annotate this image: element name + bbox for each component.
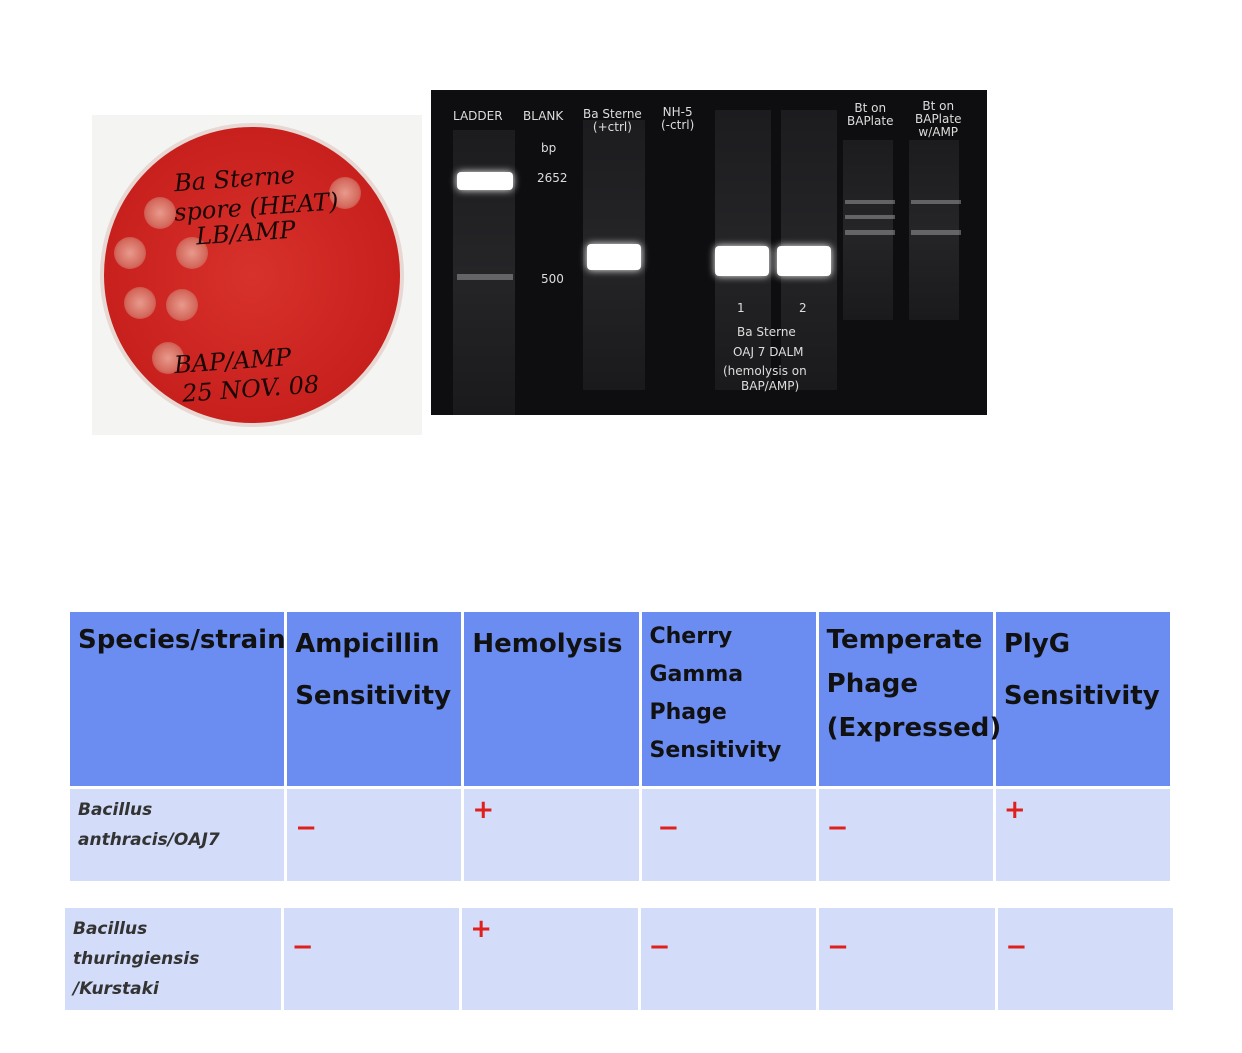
header-ampicillin: Ampicillin Sensitivity (287, 612, 462, 786)
value-cell: − (287, 789, 462, 881)
gel-electrophoresis-image: LADDER BLANK Ba Sterne (+ctrl) NH-5 (-ct… (431, 90, 987, 415)
bp-unit-label: bp (541, 141, 557, 155)
value-cell: − (997, 908, 1173, 1010)
header-temperate-phage: Temperate Phage (Expressed) (818, 612, 1001, 786)
value-cell: − (641, 789, 816, 881)
sample-caption: (hemolysis on (723, 364, 807, 378)
lane-label-positive-control: Ba Sterne (+ctrl) (583, 107, 642, 134)
value-cell: + (995, 789, 1170, 881)
plate-label-line: Ba Sterne (173, 160, 296, 198)
results-table-header: Species/strain Ampicillin Sensitivity He… (67, 609, 1173, 884)
ladder-band-2652 (457, 172, 513, 190)
header-hemolysis: Hemolysis (464, 612, 639, 786)
lane-label-bt-baplate: Bt on BAPlate (847, 101, 894, 128)
lane-label-bt-baplate-amp: Bt on BAPlate w/AMP (915, 99, 962, 139)
sample-caption: BAP/AMP) (741, 379, 800, 393)
value-cell: + (462, 908, 638, 1010)
table-row: Bacillus anthracis/OAJ7 − + − − + (70, 789, 1170, 881)
sample-caption: Ba Sterne (737, 325, 796, 339)
lane-label-ladder: LADDER (453, 109, 503, 123)
value-cell: + (464, 789, 639, 881)
header-species: Species/strain (70, 612, 286, 786)
header-cherry-gamma: Cherry Gamma Phage Sensitivity (641, 612, 816, 786)
lane-label-negative-control: NH-5 (-ctrl) (661, 105, 695, 132)
plate-label-line: LB/AMP (195, 215, 297, 251)
plate-label-line: 25 NOV. 08 (181, 370, 321, 408)
petri-dish: Ba Sterne spore (HEAT) LB/AMP BAP/AMP 25… (100, 123, 404, 427)
value-cell: − (283, 908, 460, 1010)
sample-number-2: 2 (799, 301, 807, 315)
sample-caption: OAJ 7 DALM (733, 345, 804, 359)
blood-agar-plate-photo: Ba Sterne spore (HEAT) LB/AMP BAP/AMP 25… (92, 115, 422, 435)
species-cell: Bacillus thuringiensis /Kurstaki (65, 908, 281, 1010)
lane-label-blank: BLANK (523, 109, 564, 123)
marker-2652: 2652 (537, 171, 568, 185)
header-phage-sensitivity: Phage Sensitivity (649, 700, 782, 763)
marker-500: 500 (541, 272, 564, 286)
header-cherry-gamma-line1: Cherry Gamma (649, 624, 744, 687)
results-table-row-2: Bacillus thuringiensis /Kurstaki − + − −… (62, 905, 1176, 1013)
table-row: Bacillus thuringiensis /Kurstaki − + − −… (65, 908, 1173, 1010)
value-cell: − (819, 908, 995, 1010)
species-cell: Bacillus anthracis/OAJ7 (70, 789, 285, 881)
plate-label-line: BAP/AMP (173, 342, 293, 380)
value-cell: − (818, 789, 993, 881)
sample-number-1: 1 (737, 301, 745, 315)
value-cell: − (640, 908, 817, 1010)
header-plyg: PlyG Sensitivity (995, 612, 1170, 786)
